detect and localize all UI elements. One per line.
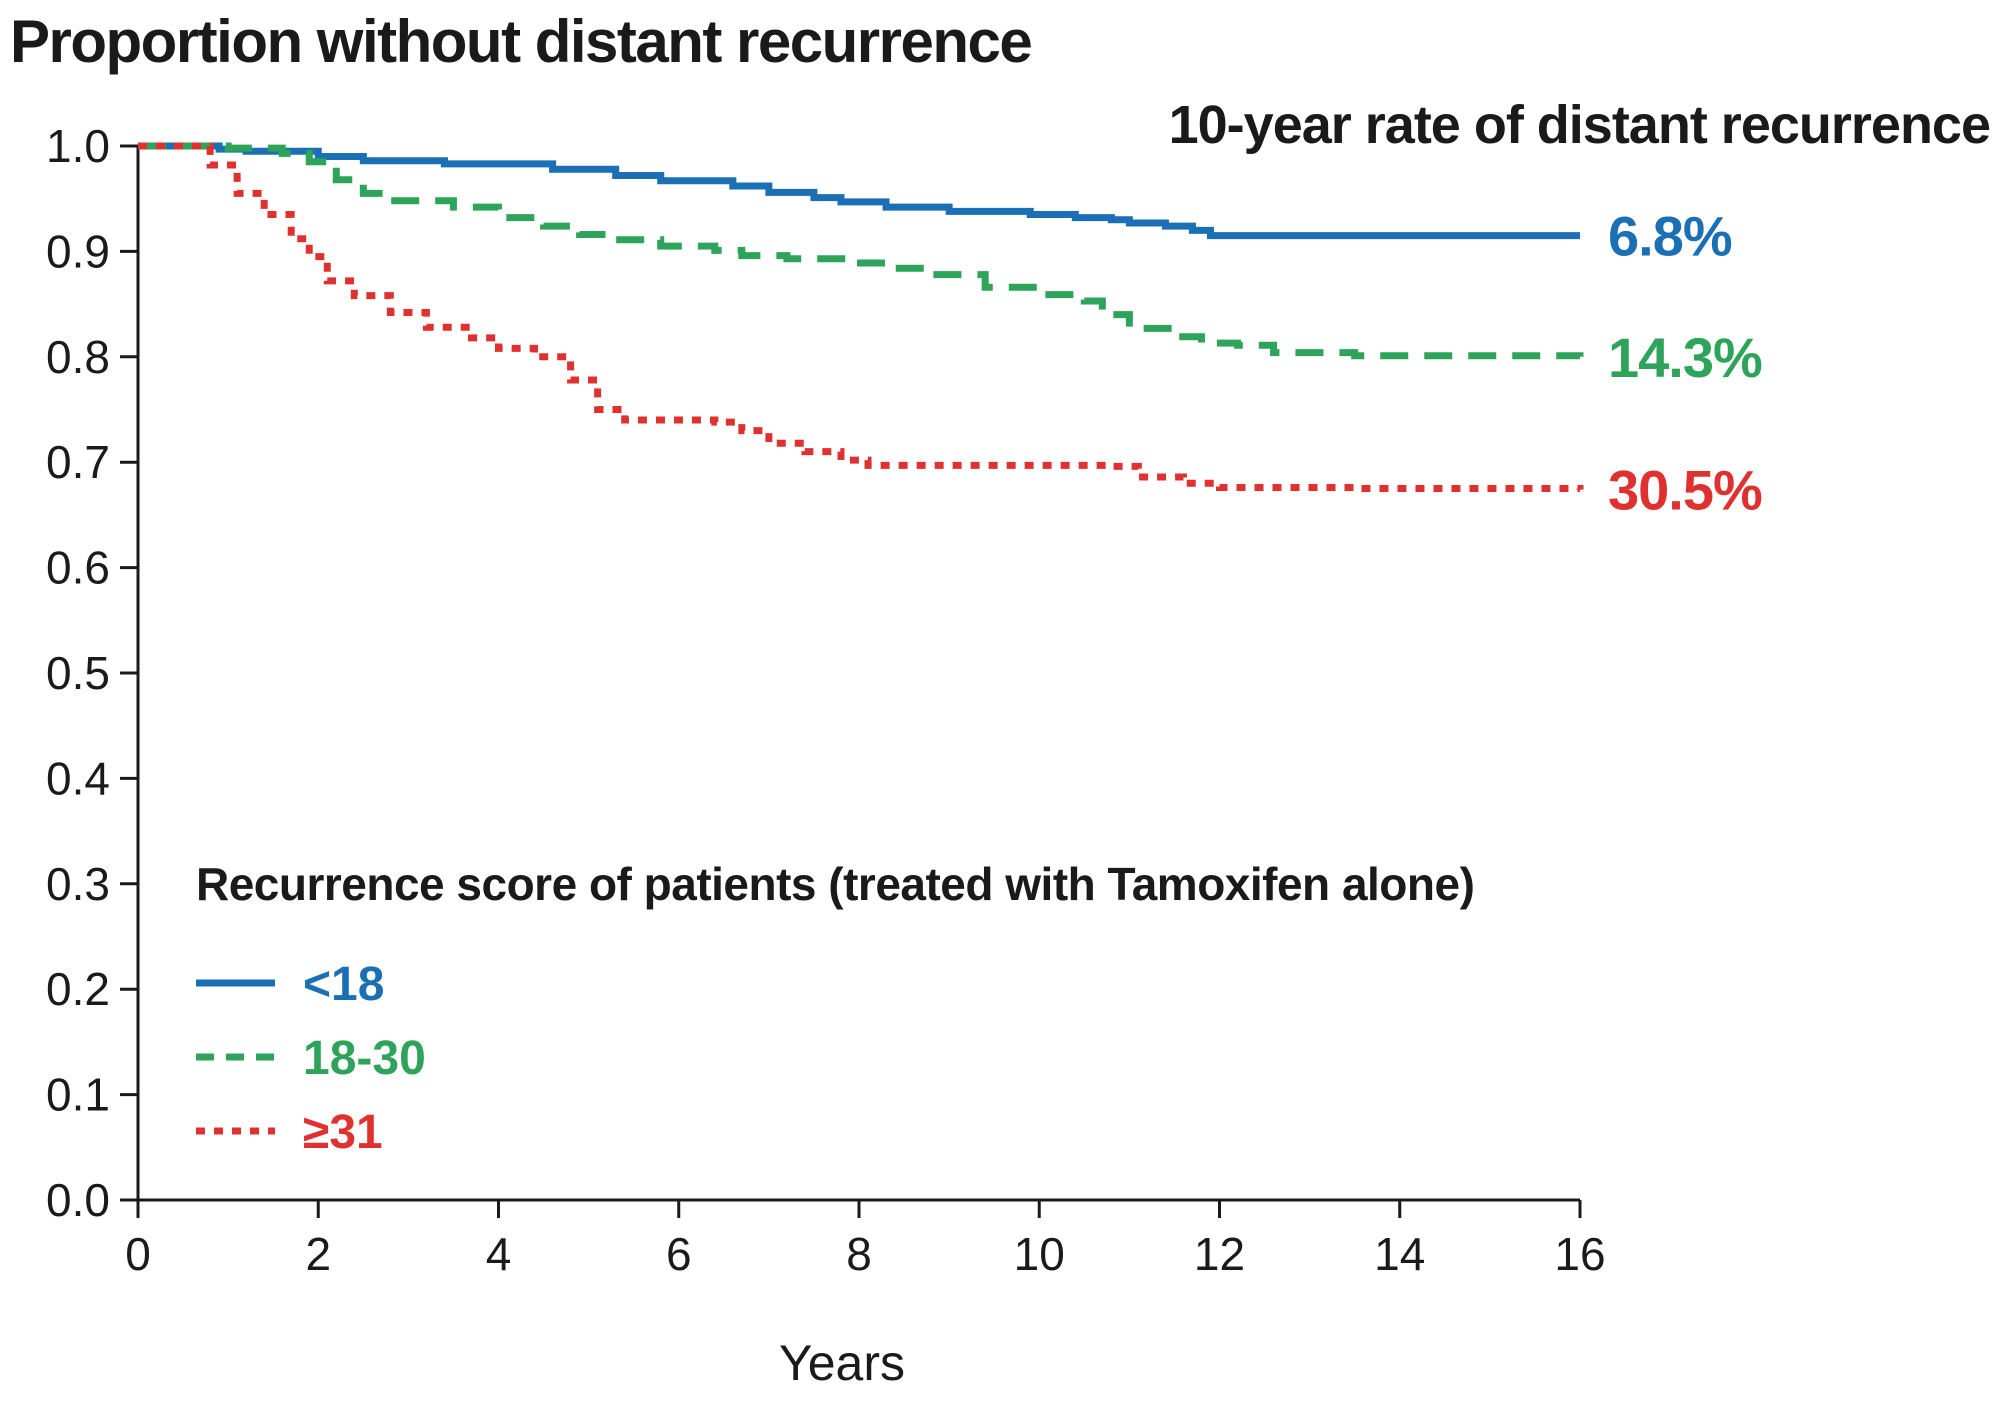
x-axis-label: Years xyxy=(779,1335,905,1391)
x-tick-label: 14 xyxy=(1374,1228,1425,1280)
y-tick-label: 0.6 xyxy=(46,542,110,594)
y-tick-label: 0.5 xyxy=(46,647,110,699)
y-tick-label: 0.8 xyxy=(46,331,110,383)
y-tick-label: 0.4 xyxy=(46,752,110,804)
x-tick-label: 10 xyxy=(1014,1228,1065,1280)
y-tick-label: 1.0 xyxy=(46,120,110,172)
y-tick-label: 0.3 xyxy=(46,858,110,910)
x-tick-label: 4 xyxy=(486,1228,512,1280)
y-tick-label: 0.2 xyxy=(46,963,110,1015)
x-tick-label: 0 xyxy=(125,1228,151,1280)
x-tick-label: 12 xyxy=(1194,1228,1245,1280)
y-tick-label: 0.9 xyxy=(46,225,110,277)
end-label-dotted: 30.5% xyxy=(1608,459,1762,522)
x-tick-label: 2 xyxy=(305,1228,331,1280)
legend-label: <18 xyxy=(303,958,384,1011)
end-label-solid: 6.8% xyxy=(1608,205,1732,268)
legend: Recurrence score of patients (treated wi… xyxy=(196,858,1475,1159)
end-label-dashed: 14.3% xyxy=(1608,326,1762,389)
legend-title: Recurrence score of patients (treated wi… xyxy=(196,858,1474,910)
x-axis: 0 2 4 6 8 10 12 14 16 xyxy=(125,1198,1606,1280)
series-line-solid xyxy=(138,142,1580,240)
x-tick-label: 8 xyxy=(846,1228,872,1280)
y-tick-label: 0.0 xyxy=(46,1174,110,1226)
series-line-dotted xyxy=(138,142,1584,493)
legend-label: ≥31 xyxy=(303,1106,383,1159)
y-tick-label: 0.7 xyxy=(46,436,110,488)
series-line-dashed xyxy=(138,142,1584,360)
y-tick-label: 0.1 xyxy=(46,1069,110,1121)
y-axis: 0.0 0.1 0.2 0.3 0.4 0.5 0.6 0.7 0.8 0.9 1.0 xyxy=(46,120,140,1226)
chart-title: Proportion without distant recurrence xyxy=(10,8,1031,75)
end-labels: 6.8% 14.3% 30.5% xyxy=(1608,205,1763,522)
x-tick-label: 16 xyxy=(1554,1228,1605,1280)
x-tick-label: 6 xyxy=(666,1228,692,1280)
series-lines xyxy=(138,142,1584,493)
legend-label: 18-30 xyxy=(303,1032,426,1085)
rate-subtitle: 10-year rate of distant recurrence xyxy=(1169,95,1990,155)
